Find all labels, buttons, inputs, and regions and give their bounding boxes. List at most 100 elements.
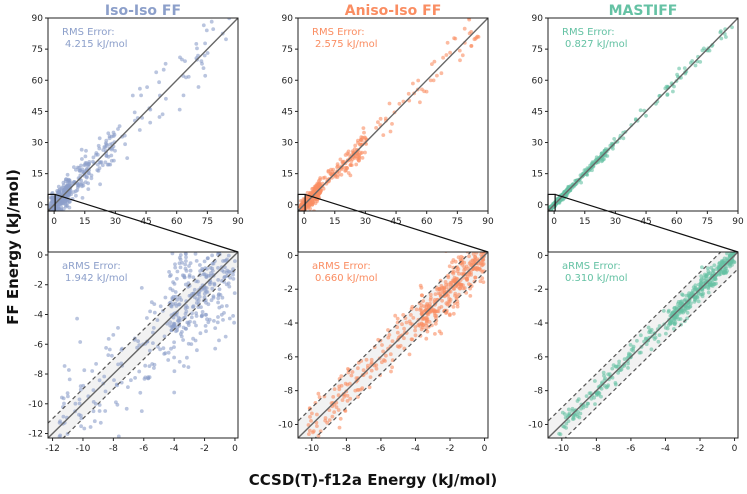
data-point [227, 214, 231, 218]
data-point [464, 276, 469, 281]
data-point [145, 316, 149, 320]
data-point [202, 53, 207, 58]
data-point [194, 323, 198, 328]
data-point [200, 313, 205, 318]
data-point [66, 394, 70, 399]
data-point [453, 259, 458, 264]
band-lower-line [62, 266, 238, 438]
data-point [369, 357, 374, 362]
data-point [130, 93, 135, 98]
data-point [168, 286, 173, 291]
data-point [129, 378, 133, 383]
data-point [422, 304, 427, 309]
data-point [209, 298, 214, 303]
data-point [364, 357, 369, 362]
data-point [481, 258, 485, 263]
data-point [200, 61, 204, 66]
data-point [718, 30, 723, 35]
data-point [337, 387, 342, 392]
data-point [178, 253, 183, 257]
y-tick-label: 45 [532, 107, 543, 117]
data-point [397, 345, 401, 349]
data-point [172, 345, 176, 349]
data-point [203, 227, 207, 231]
data-point [711, 268, 715, 273]
data-point [316, 391, 321, 396]
data-point [427, 304, 431, 309]
y-tick-label: 15 [32, 170, 43, 180]
panel-bottom-mastiff: -10 -10 -8 -8 -6 -6 -4 -4 -2 -2 0 0 aRMS Error:0.310… [528, 251, 739, 454]
data-point [213, 326, 218, 330]
parity-line [48, 252, 238, 438]
data-point [155, 318, 160, 322]
data-point [79, 424, 83, 429]
data-point [64, 187, 68, 192]
data-point [678, 301, 683, 306]
data-point [113, 148, 117, 153]
data-point [672, 322, 677, 327]
data-point [172, 340, 177, 345]
data-point [88, 425, 93, 429]
data-point [222, 275, 227, 280]
data-point [350, 370, 355, 374]
data-point [205, 51, 210, 55]
data-point [214, 231, 218, 235]
x-tick-label: 75 [702, 217, 713, 227]
data-point [357, 156, 362, 161]
data-point [448, 50, 452, 55]
y-tick-label: 45 [32, 107, 43, 117]
data-point [196, 240, 200, 244]
scatter-points [298, 18, 481, 211]
zoom-box [47, 193, 56, 212]
data-point [86, 171, 91, 176]
data-point [95, 152, 100, 157]
data-point [173, 262, 177, 267]
data-point [680, 309, 684, 313]
data-point [86, 162, 90, 167]
data-point [444, 53, 449, 57]
error-label: aRMS Error: [562, 261, 621, 272]
data-point [206, 320, 211, 325]
data-point [455, 304, 460, 309]
data-point [89, 176, 94, 181]
data-point [725, 252, 729, 256]
data-point [164, 96, 168, 101]
data-point [230, 198, 234, 202]
data-point [593, 402, 597, 406]
y-tick-label: 0 [287, 201, 293, 211]
data-point [315, 185, 320, 190]
data-point [103, 160, 108, 165]
data-point [714, 281, 718, 286]
data-point [63, 453, 67, 457]
data-point [152, 366, 156, 370]
data-point [90, 369, 95, 373]
data-point [183, 262, 188, 267]
data-point [310, 187, 315, 191]
data-point [193, 252, 198, 256]
data-point [671, 89, 675, 94]
data-point [424, 321, 429, 325]
data-point [171, 324, 176, 329]
y-tick-label: -6 [284, 353, 293, 363]
data-point [83, 154, 88, 159]
figure-xlabel: CCSD(T)-f12a Energy (kJ/mol) [249, 471, 498, 489]
data-point [584, 394, 589, 398]
data-point [126, 385, 130, 389]
data-point [617, 359, 621, 364]
data-point [445, 40, 450, 45]
data-point [152, 310, 157, 315]
y-tick-label: 60 [32, 76, 44, 86]
data-point [685, 310, 690, 315]
data-point [97, 403, 102, 407]
data-point [459, 254, 464, 259]
data-point [410, 304, 415, 309]
zoom-box [297, 193, 306, 212]
data-point [339, 172, 344, 177]
data-point [67, 205, 72, 210]
data-point [690, 59, 695, 63]
x-tick-label: -2 [446, 444, 455, 454]
panel-top-iso-iso-ff: 00 15 15 30 30 45 45 60 60 75 75 90 90 Iso-Iso FF RMS … [32, 3, 244, 227]
data-point [722, 270, 727, 275]
data-point [307, 432, 311, 436]
